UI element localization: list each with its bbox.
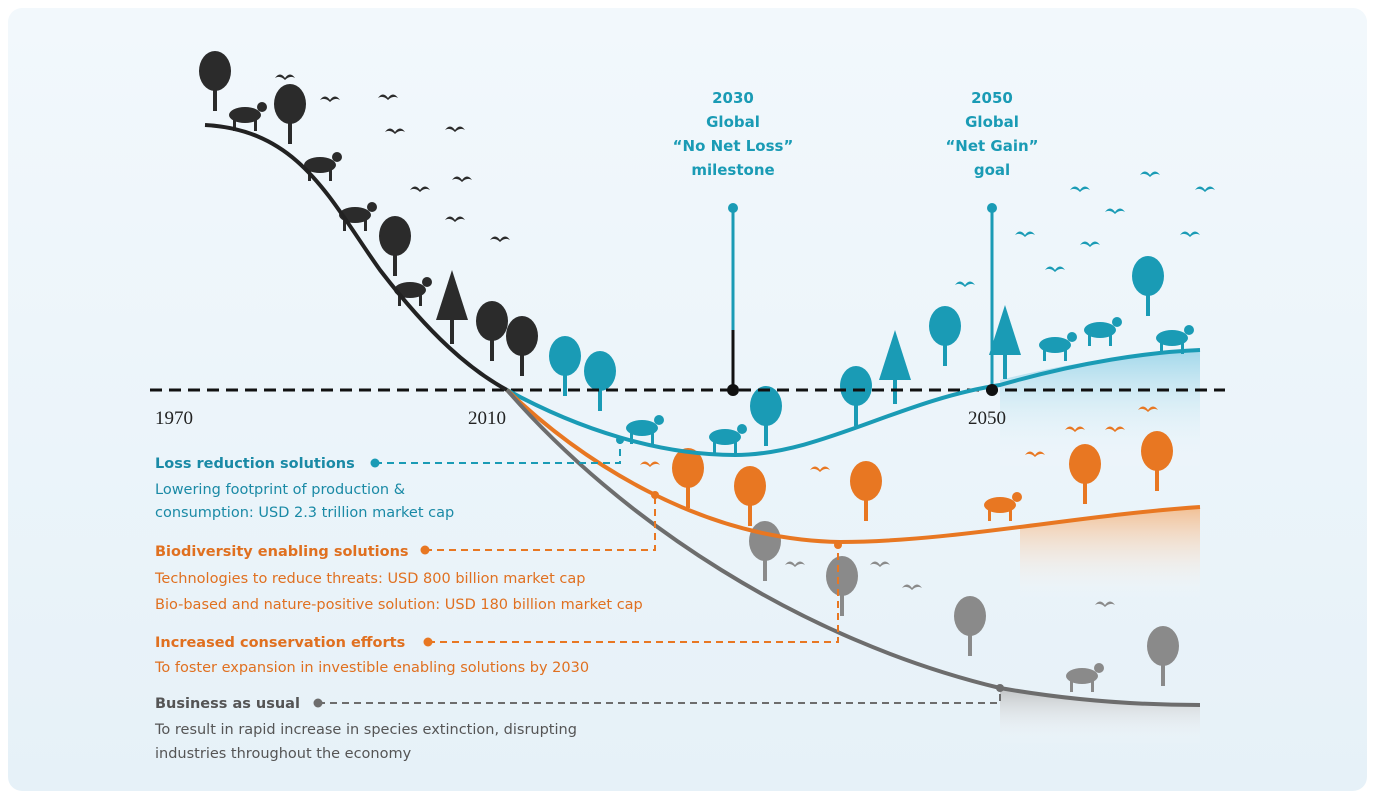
pathway-text: To result in rapid increase in species e… [154,722,577,738]
pathway-title: Loss reduction solutions [155,456,355,472]
pathway-text: Bio-based and nature-positive solution: … [155,597,643,613]
leader-dot [313,698,323,708]
pathway-text: Technologies to reduce threats: USD 800 … [154,571,585,587]
milestone-text: “Net Gain” [945,137,1038,155]
orange-fade [1020,507,1200,600]
leader-dot [423,637,433,647]
leader-dot [370,458,380,468]
milestone-2030: 2030 Global “No Net Loss” milestone [673,89,794,179]
milestone-text: Global [965,113,1019,131]
pathway-text: industries throughout the economy [155,746,412,762]
year-label: 2050 [968,408,1006,429]
pathway-text: Lowering footprint of production & [155,482,405,498]
pathway-text: To foster expansion in investible enabli… [154,660,589,676]
leader-dot [651,491,659,499]
milestone-text: 2030 [712,89,754,107]
milestone-2050: 2050 Global “Net Gain” goal [945,89,1038,179]
milestone-text: “No Net Loss” [673,137,794,155]
milestone-dot [727,384,739,396]
pathway-text: consumption: USD 2.3 trillion market cap [155,505,454,521]
pathway-title: Biodiversity enabling solutions [155,544,409,560]
milestone-text: 2050 [971,89,1013,107]
leader [375,440,621,464]
historic-curve [204,123,508,392]
legend: Loss reduction solutions Lowering footpr… [154,456,643,762]
leader-dot [616,436,624,444]
year-label: 1970 [155,408,193,429]
milestone-dot [728,203,738,213]
leader-dot [996,684,1004,692]
milestone-text: goal [974,161,1010,179]
milestone-text: milestone [691,161,774,179]
business-as-usual-curve [505,388,1201,707]
year-label: 2010 [468,408,506,429]
milestone-text: Global [706,113,760,131]
leader-dot [420,545,430,555]
leaders [318,440,1001,704]
pathway-title: Business as usual [155,696,300,712]
leader [425,495,656,551]
milestone-dot [987,203,997,213]
milestone-dot [986,384,998,396]
leader [428,545,839,643]
pathway-title: Increased conservation efforts [155,635,405,651]
leader-dot [834,541,842,549]
